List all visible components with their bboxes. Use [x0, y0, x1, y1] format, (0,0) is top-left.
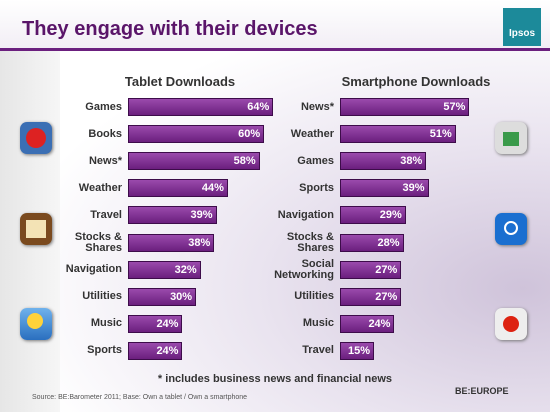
- chart-header: Smartphone Downloads: [341, 74, 491, 89]
- bar: [128, 98, 274, 116]
- bar: [340, 179, 429, 198]
- value-label: 30%: [170, 290, 193, 303]
- category-label: Utilities: [294, 290, 334, 303]
- bar: [340, 260, 402, 279]
- value-label: 24%: [156, 344, 179, 357]
- category-label: Music: [302, 317, 334, 330]
- value-label: 60%: [238, 128, 261, 141]
- title-band: [0, 0, 550, 48]
- app-icon: [20, 308, 52, 340]
- value-label: 29%: [379, 209, 402, 222]
- bar: [128, 287, 197, 306]
- category-label: News*: [300, 100, 334, 113]
- app-icon: [495, 122, 527, 154]
- value-label: 51%: [429, 128, 452, 141]
- bar: [128, 314, 183, 333]
- value-label: 57%: [443, 101, 466, 113]
- app-icon: [20, 122, 52, 154]
- bar: [128, 341, 183, 360]
- logo: Ipsos: [503, 8, 541, 46]
- app-icon: [20, 213, 52, 245]
- value-label: 24%: [368, 317, 391, 330]
- title-rule: [0, 48, 550, 51]
- value-label: 64%: [247, 101, 270, 113]
- bar: [128, 179, 228, 198]
- value-label: 58%: [233, 155, 256, 168]
- title: They engage with their devices: [22, 18, 318, 40]
- bar: [340, 233, 404, 252]
- category-label: Music: [90, 317, 122, 330]
- value-label: 38%: [400, 155, 423, 168]
- app-icon: [495, 213, 527, 245]
- bar: [340, 152, 427, 171]
- category-label: Travel: [302, 344, 334, 357]
- category-label: Weather: [290, 127, 334, 140]
- category-label: Utilities: [82, 290, 122, 303]
- category-label: Stocks & Shares: [74, 230, 122, 254]
- bar: [340, 341, 375, 360]
- category-label: Games: [297, 154, 334, 167]
- value-label: 28%: [377, 236, 400, 249]
- value-label: 39%: [190, 209, 213, 222]
- bar: [340, 287, 402, 306]
- bar: [128, 260, 201, 279]
- value-label: 24%: [156, 317, 179, 330]
- app-icon: [495, 308, 527, 340]
- category-label: News*: [88, 154, 122, 167]
- category-label: Stocks & Shares: [286, 230, 334, 254]
- value-label: 27%: [375, 263, 398, 276]
- value-label: 44%: [201, 182, 224, 195]
- category-label: Navigation: [277, 208, 334, 221]
- value-label: 38%: [188, 236, 211, 249]
- category-label: Social Networking: [274, 257, 334, 281]
- bar: [128, 152, 260, 171]
- value-label: 15%: [348, 344, 371, 357]
- value-label: 32%: [174, 263, 197, 276]
- bar: [128, 125, 265, 144]
- value-label: 27%: [375, 290, 398, 303]
- bar: [340, 98, 470, 116]
- category-label: Sports: [299, 181, 334, 194]
- bar: [128, 206, 217, 225]
- category-label: Sports: [87, 344, 122, 357]
- category-label: Travel: [90, 208, 122, 221]
- category-label: Weather: [78, 181, 122, 194]
- category-label: Books: [88, 127, 122, 140]
- bar: [128, 233, 215, 252]
- value-label: 39%: [402, 182, 425, 195]
- bar: [340, 206, 406, 225]
- bar: [340, 125, 456, 144]
- footnote: * includes business news and financial n…: [157, 373, 393, 385]
- category-label: Games: [85, 100, 122, 113]
- chart-header: Tablet Downloads: [124, 74, 236, 89]
- category-label: Navigation: [65, 263, 122, 276]
- brand: BE:EUROPE: [455, 386, 509, 396]
- bar: [340, 314, 395, 333]
- source: Source: BE:Barometer 2011; Base: Own a t…: [32, 394, 248, 401]
